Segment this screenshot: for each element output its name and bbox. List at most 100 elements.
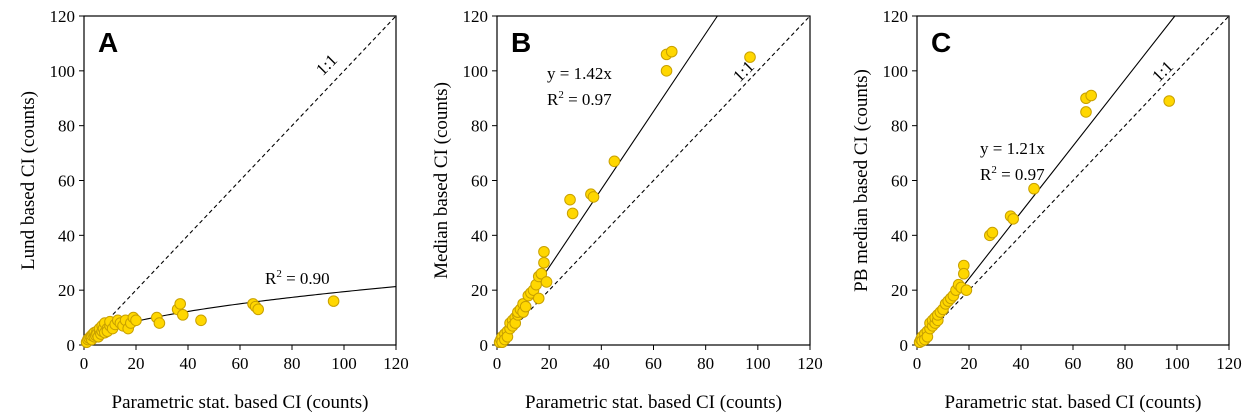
y-tick-label: 120 [50, 7, 76, 26]
y-tick-label: 100 [883, 62, 909, 81]
x-tick-label: 100 [745, 354, 771, 373]
x-tick-label: 60 [645, 354, 662, 373]
x-tick-label: 120 [1216, 354, 1242, 373]
x-tick-label: 80 [1117, 354, 1134, 373]
r-squared-value: = 0.90 [282, 269, 330, 288]
x-tick-label: 0 [80, 354, 89, 373]
y-tick-label: 100 [50, 62, 76, 81]
data-point [1007, 213, 1020, 225]
x-tick-label: 120 [797, 354, 823, 373]
data-point [538, 245, 550, 258]
x-tick-label: 20 [541, 354, 558, 373]
r-squared-value: = 0.97 [997, 165, 1045, 184]
data-point [986, 226, 999, 239]
data-point [564, 193, 576, 206]
y-tick-label: 20 [891, 281, 908, 300]
r-squared-superscript: 2 [276, 268, 282, 280]
data-point [174, 298, 186, 310]
fit-equation: y = 1.42x [547, 64, 612, 83]
data-point [960, 284, 973, 296]
x-axis-title: Parametric stat. based CI (counts) [525, 392, 782, 413]
y-tick-label: 120 [883, 7, 909, 26]
data-point [1085, 89, 1097, 102]
r-squared-symbol: R [547, 90, 559, 109]
y-tick-label: 60 [891, 172, 908, 191]
data-point [1163, 95, 1175, 107]
y-axis-title: Median based CI (counts) [431, 82, 452, 279]
y-tick-label: 80 [58, 117, 75, 136]
y-tick-label: 60 [471, 172, 488, 191]
r-squared-symbol: R [265, 269, 277, 288]
x-tick-label: 40 [593, 354, 610, 373]
data-point [744, 51, 756, 63]
y-axis-title: Lund based CI (counts) [18, 91, 39, 270]
data-point [665, 45, 678, 58]
data-point [608, 155, 621, 168]
x-tick-label: 120 [383, 354, 409, 373]
fit-equation: y = 1.21x [980, 139, 1045, 158]
data-point [540, 276, 553, 288]
y-axis-title: PB median based CI (counts) [851, 69, 872, 292]
r-squared-value: = 0.97 [564, 90, 612, 109]
data-point [252, 303, 265, 316]
x-tick-label: 40 [180, 354, 197, 373]
x-tick-label: 0 [493, 354, 502, 373]
y-tick-label: 20 [58, 281, 75, 300]
r-squared-superscript: 2 [991, 164, 997, 176]
x-tick-label: 100 [1164, 354, 1190, 373]
r-squared-label: R2 = 0.97 [547, 89, 612, 109]
x-tick-label: 60 [1065, 354, 1082, 373]
y-tick-label: 80 [471, 117, 488, 136]
x-tick-label: 20 [128, 354, 145, 373]
reference-line-1to1 [916, 15, 1230, 346]
x-tick-label: 40 [1013, 354, 1030, 373]
y-tick-label: 40 [891, 226, 908, 245]
data-point [153, 317, 166, 329]
r-squared-label: R2 = 0.90 [265, 268, 330, 288]
y-tick-label: 80 [891, 117, 908, 136]
r-squared-label: R2 = 0.97 [980, 164, 1045, 184]
data-point [538, 256, 550, 269]
chart-panel-c: 0 20 40 60 80 100 120 0 20 40 60 80 100 120 Parametric… [851, 7, 1242, 413]
chart-panel-a: 0 20 40 60 80 100 120 0 20 40 60 80 100 120 Parametric… [18, 7, 409, 413]
r-squared-superscript: 2 [558, 89, 564, 101]
reference-line-label: 1:1 [1148, 57, 1177, 86]
x-tick-label: 80 [284, 354, 301, 373]
x-tick-label: 0 [913, 354, 922, 373]
x-axis-title: Parametric stat. based CI (counts) [112, 392, 369, 413]
reference-line-1to1 [83, 15, 397, 346]
x-tick-label: 60 [232, 354, 249, 373]
y-tick-label: 20 [471, 281, 488, 300]
x-tick-label: 100 [331, 354, 357, 373]
data-point [519, 300, 532, 313]
y-tick-label: 0 [480, 336, 489, 355]
reference-line-1to1 [496, 15, 811, 346]
y-tick-label: 40 [471, 226, 488, 245]
y-tick-label: 0 [67, 336, 76, 355]
chart-panel-b: 0 20 40 60 80 100 120 0 20 40 60 80 100 120 Parametric… [431, 7, 823, 413]
x-tick-label: 20 [961, 354, 978, 373]
data-point [566, 207, 579, 220]
y-tick-label: 60 [58, 172, 75, 191]
y-tick-label: 40 [58, 226, 75, 245]
panel-letter: C [931, 27, 951, 58]
y-tick-label: 120 [463, 7, 489, 26]
data-point [327, 295, 340, 307]
panel-letter: B [511, 27, 531, 58]
panel-letter: A [98, 27, 118, 58]
data-point [1080, 106, 1092, 118]
data-point [535, 267, 548, 280]
data-point [195, 314, 207, 327]
data-point [587, 191, 600, 203]
x-axis-title: Parametric stat. based CI (counts) [945, 392, 1202, 413]
data-point [177, 309, 189, 321]
data-point [1028, 182, 1040, 195]
y-tick-label: 0 [900, 336, 909, 355]
data-point [532, 292, 545, 305]
r-squared-symbol: R [980, 165, 992, 184]
reference-line-label: 1:1 [312, 50, 341, 79]
data-point [958, 267, 970, 280]
y-tick-label: 100 [463, 62, 489, 81]
data-point [660, 65, 673, 77]
